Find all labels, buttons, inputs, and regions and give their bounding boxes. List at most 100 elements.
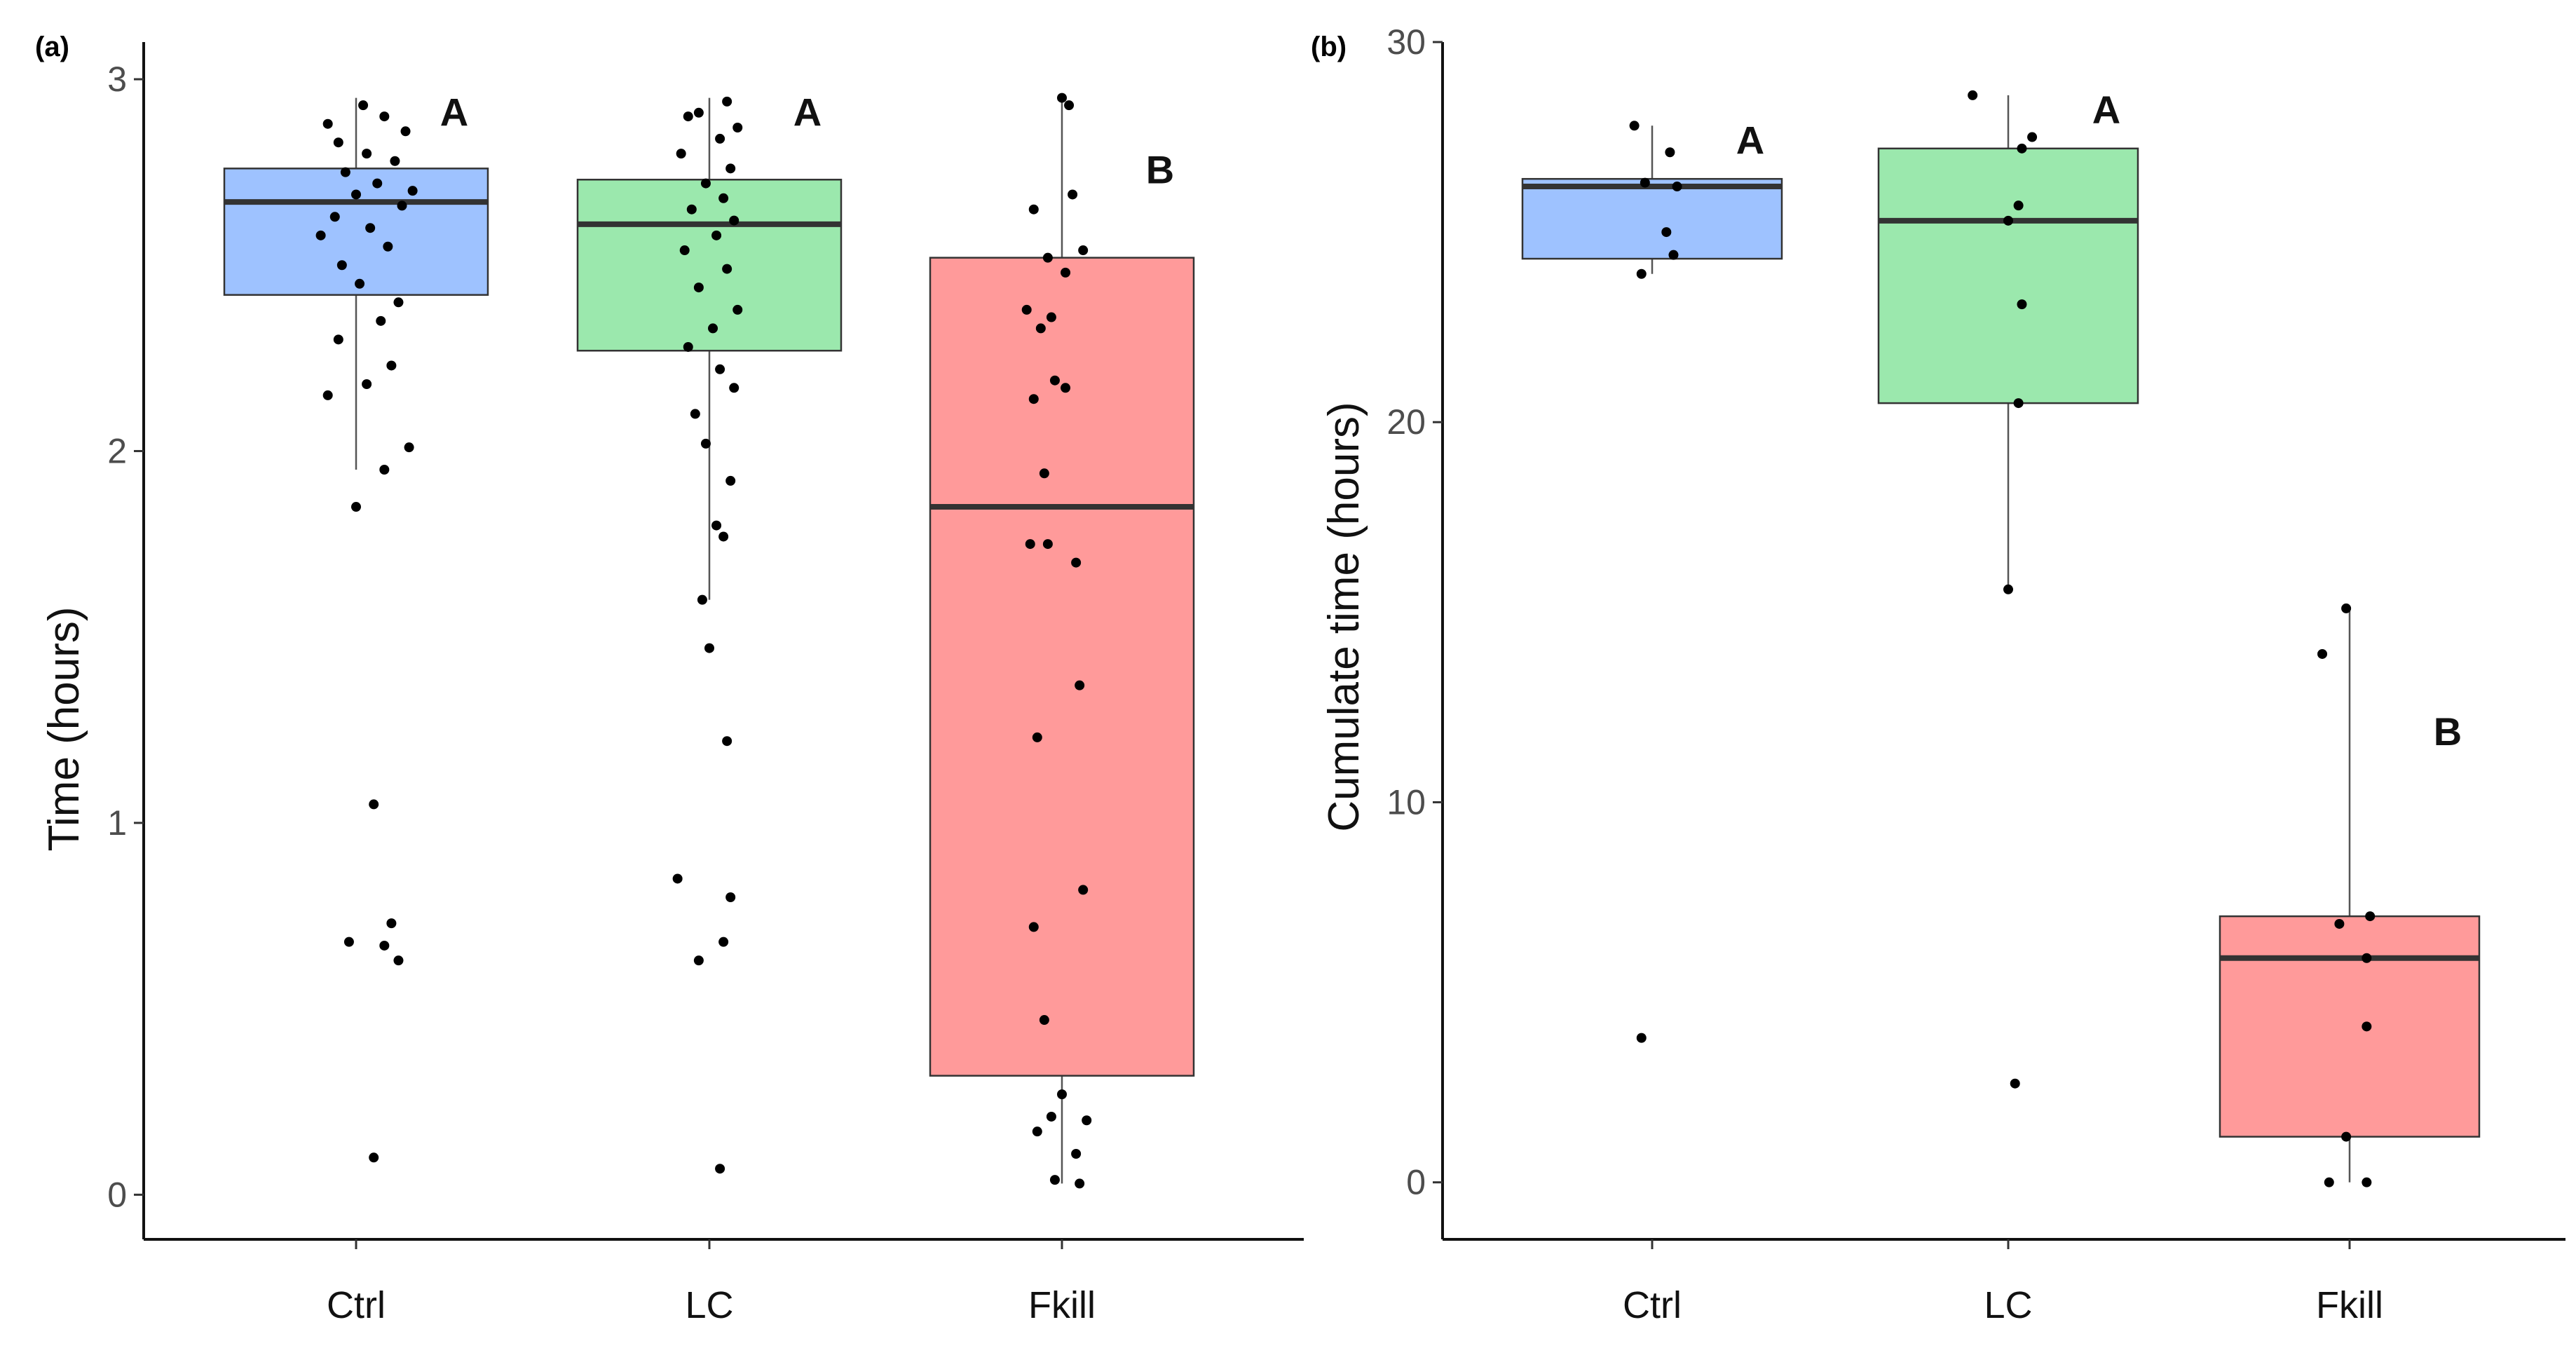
data-point [1028, 922, 1039, 932]
data-point [2003, 215, 2013, 226]
data-point [2013, 398, 2024, 409]
data-point [1039, 1015, 1049, 1026]
data-point [683, 341, 693, 352]
data-point [1046, 1111, 1056, 1122]
data-point [1042, 539, 1053, 550]
data-point [333, 334, 343, 345]
data-point [1071, 557, 1082, 568]
data-point [358, 100, 369, 111]
data-point [386, 918, 397, 929]
data-point [1032, 1126, 1042, 1137]
data-point [708, 323, 718, 334]
data-point [351, 502, 361, 512]
box-lc [576, 97, 843, 600]
x-tick-label-ctrl: Ctrl [1623, 1284, 1682, 1326]
data-point [322, 118, 333, 129]
data-point [1968, 90, 1978, 100]
box-body-lc [1877, 147, 2139, 404]
box-lc [1877, 95, 2139, 590]
data-point [693, 955, 704, 966]
y-tick-label: 0 [1406, 1163, 1426, 1202]
data-point [2334, 918, 2345, 929]
data-point [690, 409, 700, 419]
data-point [2362, 1177, 2372, 1187]
y-tick-label: 30 [1386, 22, 1426, 62]
box-fkill [929, 97, 1195, 1184]
data-point [725, 475, 736, 486]
box-body-lc [576, 179, 843, 352]
data-point [700, 438, 711, 449]
data-point [2341, 1131, 2352, 1142]
data-point [333, 137, 343, 148]
data-point [718, 937, 729, 947]
data-point [1057, 1089, 1067, 1100]
data-point [718, 531, 729, 542]
data-point [1046, 312, 1056, 322]
data-point [732, 304, 743, 315]
data-point [2362, 1021, 2372, 1032]
data-point [362, 379, 372, 389]
data-point [2010, 1078, 2020, 1089]
data-point [1032, 732, 1042, 742]
data-point [1661, 227, 1672, 238]
data-point [722, 96, 732, 107]
data-point [1082, 1115, 1092, 1126]
y-axis-title-a: Time (hours) [40, 606, 88, 851]
data-point [676, 149, 686, 159]
data-point [1636, 1033, 1647, 1043]
data-point [1668, 250, 1679, 260]
data-point [336, 260, 347, 271]
letters-b: A A B [1736, 88, 2462, 754]
data-point [340, 167, 350, 177]
x-tick-label-ctrl: Ctrl [327, 1284, 386, 1326]
data-point [1057, 93, 1067, 103]
data-point [725, 892, 736, 902]
data-point [1636, 268, 1647, 279]
y-axis-title-b: Cumulate time (hours) [1320, 402, 1368, 831]
data-point [729, 215, 740, 226]
data-point [400, 126, 411, 137]
data-point [390, 156, 400, 166]
data-point [2013, 200, 2024, 211]
significance-letter-lc: A [2092, 88, 2120, 132]
significance-letter-ctrl: A [440, 90, 468, 135]
data-point [376, 315, 386, 326]
data-point [715, 364, 725, 374]
data-point [1071, 1149, 1082, 1159]
boxes-b [1521, 95, 2481, 1183]
data-point [2324, 1177, 2334, 1187]
data-point [1042, 252, 1053, 263]
letters-a: A A B [440, 90, 1174, 192]
data-point [2017, 143, 2027, 154]
x-tick-label-fkill: Fkill [1028, 1284, 1096, 1326]
box-ctrl [223, 97, 489, 470]
y-tick-label: 2 [107, 431, 127, 470]
data-point [686, 204, 697, 215]
data-point [1672, 182, 1682, 192]
data-point [2017, 299, 2027, 310]
data-point [315, 230, 326, 240]
box-fkill [2219, 608, 2481, 1183]
box-body-fkill [2219, 915, 2481, 1138]
x-tick-label-fkill: Fkill [2316, 1284, 2383, 1326]
x-tick-label-lc: LC [685, 1284, 733, 1326]
data-point [362, 149, 372, 159]
significance-letter-lc: A [793, 90, 822, 135]
box-body-ctrl [223, 168, 489, 296]
data-point [1049, 375, 1060, 386]
data-point [2027, 132, 2038, 142]
data-point [2362, 953, 2372, 963]
data-point [715, 1164, 725, 1174]
y-tick-label: 1 [107, 803, 127, 843]
data-point [2317, 648, 2328, 659]
data-point [379, 940, 390, 951]
data-point [722, 736, 732, 747]
data-point [1035, 323, 1046, 334]
data-point [1078, 245, 1089, 256]
data-point [2003, 584, 2013, 594]
data-point [369, 799, 379, 810]
data-point [704, 643, 714, 653]
data-point [329, 212, 340, 222]
data-point [693, 282, 704, 293]
data-point [386, 360, 397, 371]
